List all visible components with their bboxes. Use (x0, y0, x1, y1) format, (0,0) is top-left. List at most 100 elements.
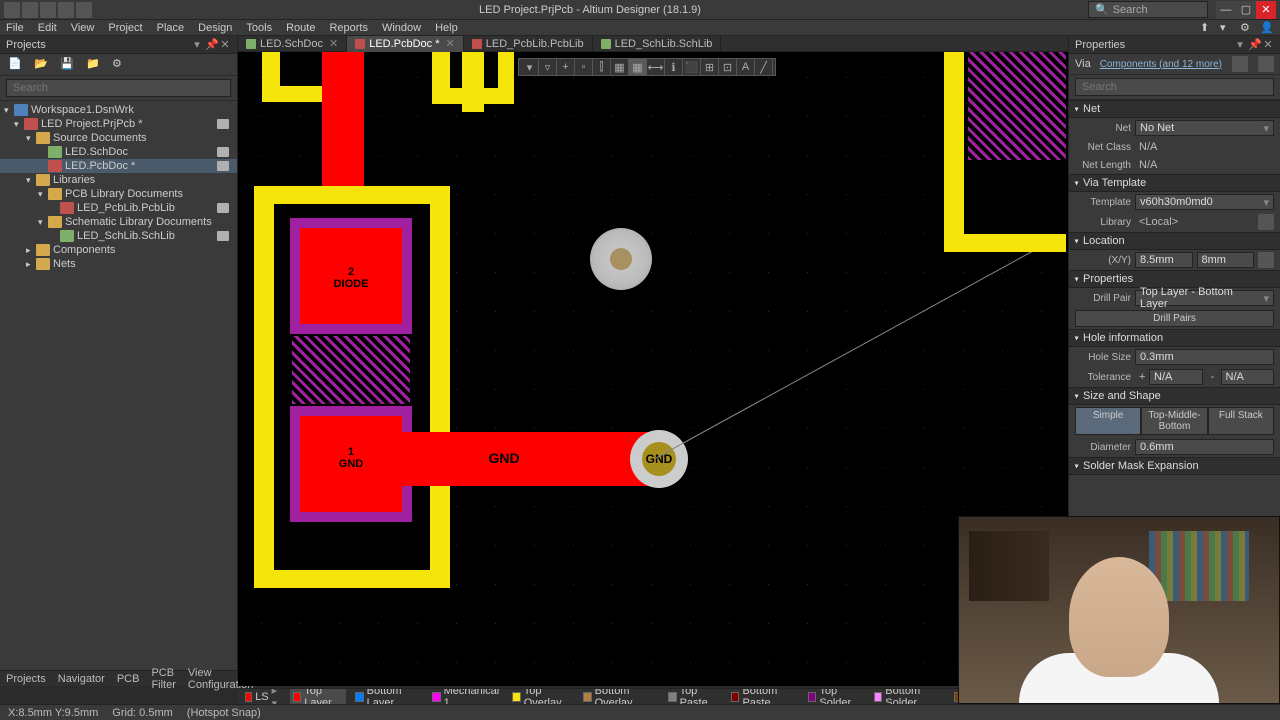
dim-icon[interactable]: ⟷ (647, 59, 665, 75)
tol-plus-input[interactable]: N/A (1149, 369, 1203, 385)
template-dropdown[interactable]: v60h30m0md0 (1135, 194, 1274, 210)
snap-icon[interactable]: + (557, 59, 575, 75)
tree-source-docs[interactable]: ▾Source Documents (0, 131, 237, 145)
layer-top-paste[interactable]: Top Paste (665, 688, 722, 704)
tab-navigator[interactable]: Navigator (58, 673, 105, 685)
menu-design[interactable]: Design (198, 22, 232, 34)
tree-schdoc[interactable]: LED.SchDoc (0, 145, 237, 159)
pcb-track[interactable] (462, 52, 484, 112)
polygon-pour[interactable] (968, 52, 1066, 160)
user-icon[interactable]: 👤 (1260, 21, 1274, 35)
properties-search-input[interactable] (1075, 78, 1274, 96)
tree-libraries[interactable]: ▾Libraries (0, 173, 237, 187)
tab-pcblib[interactable]: LED_PcbLib.PcbLib (464, 36, 593, 52)
layer-top[interactable]: Top Layer (290, 688, 346, 704)
tree-components[interactable]: ▸Components (0, 243, 237, 257)
menu-file[interactable]: File (6, 22, 24, 34)
notify-icon[interactable]: ▾ (1220, 21, 1234, 35)
layer-set[interactable]: LS▸ ▾ (242, 688, 284, 704)
y-input[interactable]: 8mm (1197, 252, 1255, 268)
via[interactable] (590, 228, 652, 290)
net-icon[interactable]: ⊞ (701, 59, 719, 75)
drill-pairs-button[interactable]: Drill Pairs (1075, 310, 1274, 327)
grid-icon[interactable]: ▦ (611, 59, 629, 75)
tab-pcb[interactable]: PCB (117, 673, 140, 685)
close-icon[interactable]: ✕ (446, 37, 455, 50)
tab-pcb-filter[interactable]: PCB Filter (151, 667, 175, 691)
tree-pcblib-docs[interactable]: ▾PCB Library Documents (0, 187, 237, 201)
menu-route[interactable]: Route (286, 22, 315, 34)
menu-project[interactable]: Project (108, 22, 142, 34)
compile-icon[interactable]: 📁 (86, 57, 102, 73)
tree-schlib[interactable]: LED_SchLib.SchLib (0, 229, 237, 243)
panel-dropdown-icon[interactable]: ▾ (1234, 38, 1246, 51)
hole-size-input[interactable]: 0.3mm (1135, 349, 1274, 365)
net-dropdown[interactable]: No Net (1135, 120, 1274, 136)
text-icon[interactable]: A (737, 59, 755, 75)
grid2-icon[interactable]: ▦ (629, 59, 647, 75)
close-icon[interactable]: ✕ (329, 37, 338, 50)
tree-project[interactable]: ▾LED Project.PrjPcb * (0, 117, 237, 131)
tol-minus-input[interactable]: N/A (1221, 369, 1275, 385)
gnd-pad[interactable]: GND (630, 430, 688, 488)
layer-bottom[interactable]: Bottom Layer (352, 688, 422, 704)
tab-projects[interactable]: Projects (6, 673, 46, 685)
panel-close-icon[interactable]: ✕ (1262, 38, 1274, 51)
qa-icon[interactable] (58, 2, 74, 18)
tree-pcblib[interactable]: LED_PcbLib.PcbLib (0, 201, 237, 215)
open-icon[interactable]: 📂 (34, 57, 50, 73)
layer-bottom-paste[interactable]: Bottom Paste (728, 688, 799, 704)
panel-dropdown-icon[interactable]: ▾ (191, 38, 203, 51)
btn-simple[interactable]: Simple (1075, 407, 1141, 435)
filter-icon[interactable] (1232, 56, 1248, 72)
minimize-button[interactable]: — (1216, 1, 1236, 19)
menu-reports[interactable]: Reports (329, 22, 368, 34)
menu-edit[interactable]: Edit (38, 22, 57, 34)
qa-icon[interactable] (76, 2, 92, 18)
layer-top-solder[interactable]: Top Solder (805, 688, 865, 704)
filter-icon[interactable]: ▾ (521, 59, 539, 75)
filter2-icon[interactable] (1258, 56, 1274, 72)
btn-tmb[interactable]: Top-Middle-Bottom (1141, 407, 1207, 435)
close-button[interactable]: ✕ (1256, 1, 1276, 19)
tree-nets[interactable]: ▸Nets (0, 257, 237, 271)
align2-icon[interactable]: ⫿ (593, 59, 611, 75)
info-icon[interactable]: ℹ (665, 59, 683, 75)
section-location[interactable]: Location (1069, 232, 1280, 250)
new-icon[interactable]: 📄 (8, 57, 24, 73)
menu-tools[interactable]: Tools (246, 22, 272, 34)
qa-icon[interactable] (22, 2, 38, 18)
qa-icon[interactable] (4, 2, 20, 18)
layer-mech1[interactable]: Mechanical 1 (429, 688, 504, 704)
menu-window[interactable]: Window (382, 22, 421, 34)
panel-close-icon[interactable]: ✕ (219, 38, 231, 51)
tree-pcbdoc[interactable]: LED.PcbDoc * (0, 159, 237, 173)
tree-schlib-docs[interactable]: ▾Schematic Library Documents (0, 215, 237, 229)
menu-view[interactable]: View (71, 22, 95, 34)
unlink-icon[interactable] (1258, 214, 1274, 230)
tab-pcbdoc[interactable]: LED.PcbDoc *✕ (347, 36, 464, 52)
pcb-canvas[interactable]: ▾ ▿ + ▫ ⫿ ▦ ▦ ⟷ ℹ ⬛ ⊞ ⊡ A ╱ (238, 52, 1068, 686)
section-via-template[interactable]: Via Template (1069, 174, 1280, 192)
menu-help[interactable]: Help (435, 22, 458, 34)
layer-bottom-solder[interactable]: Bottom Solder (871, 688, 945, 704)
section-mask[interactable]: Solder Mask Expansion (1069, 457, 1280, 475)
section-size-shape[interactable]: Size and Shape (1069, 387, 1280, 405)
align-icon[interactable]: ▫ (575, 59, 593, 75)
panel-pin-icon[interactable]: 📌 (1248, 38, 1260, 51)
pcb-track[interactable] (322, 52, 364, 192)
line-icon[interactable]: ╱ (755, 59, 773, 75)
layer-bottom-overlay[interactable]: Bottom Overlay (580, 688, 659, 704)
save-icon[interactable]: 💾 (60, 57, 76, 73)
btn-full[interactable]: Full Stack (1208, 407, 1274, 435)
global-search[interactable]: 🔍 Search (1088, 1, 1208, 18)
lock-icon[interactable] (1258, 252, 1274, 268)
panel-pin-icon[interactable]: 📌 (205, 38, 217, 51)
menu-place[interactable]: Place (157, 22, 185, 34)
share-icon[interactable]: ⬆ (1200, 21, 1214, 35)
highlight-icon[interactable]: ⬛ (683, 59, 701, 75)
qa-icon[interactable] (40, 2, 56, 18)
section-net[interactable]: Net (1069, 100, 1280, 118)
components-link[interactable]: Components (and 12 more) (1100, 59, 1222, 70)
tab-schdoc[interactable]: LED.SchDoc✕ (238, 36, 347, 52)
